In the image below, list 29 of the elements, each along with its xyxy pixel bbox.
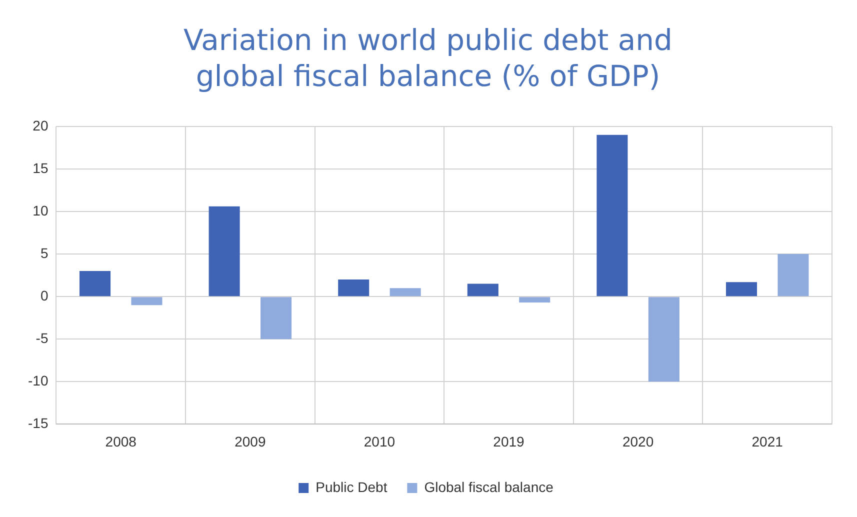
y-tick-label: -5 [36,330,48,346]
bar [648,297,680,382]
y-tick-label: 5 [40,244,48,261]
bar [131,297,162,306]
x-tick-label: 2008 [105,433,137,450]
bar [778,254,809,296]
bar [260,297,292,340]
y-tick-label: 15 [32,160,48,176]
x-tick-label: 2021 [752,433,784,450]
legend-label: Global fiscal balance [424,478,554,495]
y-tick-label: 10 [32,202,48,218]
x-tick-label: 2019 [493,433,525,450]
y-tick-label: -15 [28,415,48,432]
bar [338,280,370,296]
bar [596,134,628,296]
y-tick-label: 20 [32,117,48,134]
bar [390,288,421,296]
y-tick-label: 0 [40,287,48,304]
bar [80,271,111,296]
chart-title: Variation in world public debt and global fiscal balance (% of GDP) [182,22,674,94]
bar [519,297,550,303]
legend-label: Public Debt [316,478,388,495]
bar [467,284,498,296]
bar [208,206,240,296]
x-tick-label: 2009 [234,433,266,450]
bar [726,282,758,296]
x-tick-label: 2010 [364,433,396,450]
x-tick-label: 2020 [622,433,654,450]
y-tick-label: -10 [28,372,48,389]
